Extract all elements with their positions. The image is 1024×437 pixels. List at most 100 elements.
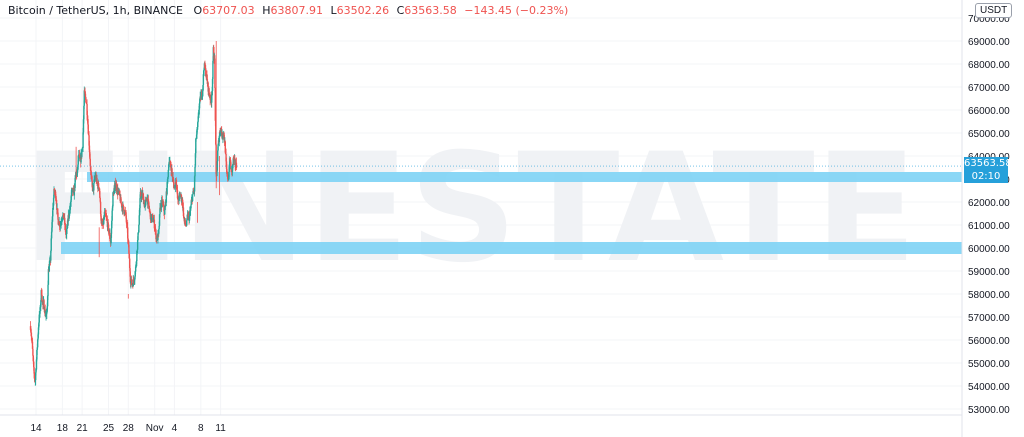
time-tick-label: 21	[77, 423, 89, 434]
symbol-title[interactable]: Bitcoin / TetherUS, 1h, BINANCE	[8, 4, 184, 17]
candle-body	[111, 220, 113, 229]
candle-body	[174, 181, 177, 188]
time-tick-label: 8	[198, 423, 204, 434]
candle-body	[72, 189, 74, 193]
candle-body	[134, 271, 136, 277]
candle-body	[46, 296, 49, 307]
candle-body	[126, 227, 129, 239]
candle-body	[197, 121, 199, 128]
price-tick-label: 67000.00	[968, 83, 1010, 94]
open-value: 63707.03	[202, 4, 255, 17]
candle-body	[37, 327, 40, 335]
candle-body	[219, 131, 221, 134]
bar-countdown: 02:10	[971, 171, 1001, 182]
candle-body	[125, 218, 128, 224]
candle-body	[140, 194, 143, 198]
change-value: −143.45 (−0.23%)	[464, 4, 569, 17]
candle-body	[52, 197, 55, 206]
candle-body	[216, 170, 218, 176]
candle-body	[94, 176, 96, 180]
candle-body	[158, 225, 160, 230]
candle-body	[217, 144, 219, 151]
price-tick-label: 55000.00	[968, 359, 1010, 370]
candle-body	[218, 135, 221, 143]
candle-body	[215, 120, 217, 145]
candle-body	[99, 201, 102, 215]
candle-body	[224, 141, 226, 153]
candle-body	[70, 190, 73, 197]
candle-body	[125, 212, 127, 219]
candle-body	[62, 213, 65, 219]
price-tick-label: 58000.00	[968, 290, 1010, 301]
candle-body	[199, 98, 201, 104]
time-tick-label: 18	[57, 423, 69, 434]
candle-body	[139, 198, 141, 209]
candle-body	[217, 150, 219, 162]
candle-body	[87, 124, 89, 134]
candle-body	[98, 187, 100, 189]
candle-body	[93, 183, 95, 191]
candle-body	[88, 145, 91, 153]
time-tick-label: 25	[103, 423, 115, 434]
candle-body	[138, 224, 140, 233]
symbol-legend: Bitcoin / TetherUS, 1h, BINANCE O63707.0…	[8, 4, 572, 17]
price-axis[interactable]: 53000.00 54000.00 55000.00 56000.00 57000.00…	[968, 14, 1010, 416]
candle-body	[112, 192, 114, 207]
candle-body	[136, 240, 139, 250]
support-zone-lower[interactable]	[61, 242, 962, 254]
candle-body	[34, 372, 37, 381]
candle-body	[192, 191, 194, 195]
candle-series	[0, 41, 962, 386]
candle-body	[57, 219, 60, 225]
candle-body	[182, 207, 185, 217]
candle-body	[59, 224, 62, 227]
low-label: L	[330, 4, 337, 17]
candle-body	[130, 279, 133, 285]
candle-body	[71, 187, 73, 191]
candle-body	[202, 74, 205, 86]
candle-body	[50, 250, 52, 261]
candle-body	[99, 197, 101, 202]
candle-body	[82, 119, 85, 133]
candle-body	[83, 105, 85, 120]
candle-body	[85, 97, 87, 103]
candle-body	[145, 198, 148, 201]
candle-body	[181, 199, 184, 208]
candle-body	[137, 232, 139, 241]
candle-body	[69, 203, 72, 210]
candle-body	[122, 205, 125, 207]
candle-body	[43, 300, 45, 310]
candle-body	[200, 94, 202, 100]
candle-body	[194, 153, 197, 167]
time-tick-label: 28	[123, 423, 135, 434]
candle-body	[152, 221, 154, 223]
candle-body	[103, 217, 105, 224]
candle-body	[81, 150, 83, 157]
candle-body	[115, 185, 117, 189]
candle-body	[86, 104, 88, 115]
candle-body	[123, 209, 125, 214]
currency-button[interactable]: USDT	[975, 3, 1013, 18]
candle-body	[31, 341, 34, 349]
candle-body	[38, 314, 40, 323]
candle-body	[235, 162, 238, 169]
candle-body	[143, 202, 146, 208]
candle-body	[168, 162, 170, 168]
high-label: H	[262, 4, 271, 17]
time-axis[interactable]: 14 18 21 25 28 Nov 4 8 11	[30, 423, 226, 434]
support-zone-upper[interactable]	[87, 172, 962, 182]
candle-body	[113, 185, 116, 190]
candle-body	[36, 339, 39, 348]
candle-body	[88, 135, 90, 146]
candle-body	[189, 211, 191, 217]
watermark-logo: FINESTATE	[23, 122, 917, 296]
price-tick-label: 68000.00	[968, 60, 1010, 71]
candle-body	[212, 47, 215, 61]
price-tick-label: 57000.00	[968, 313, 1010, 324]
candle-body	[183, 216, 185, 217]
candle-body	[92, 185, 94, 188]
time-tick-label: 11	[215, 423, 226, 434]
candle-body	[96, 177, 98, 183]
candle-body	[163, 205, 165, 212]
